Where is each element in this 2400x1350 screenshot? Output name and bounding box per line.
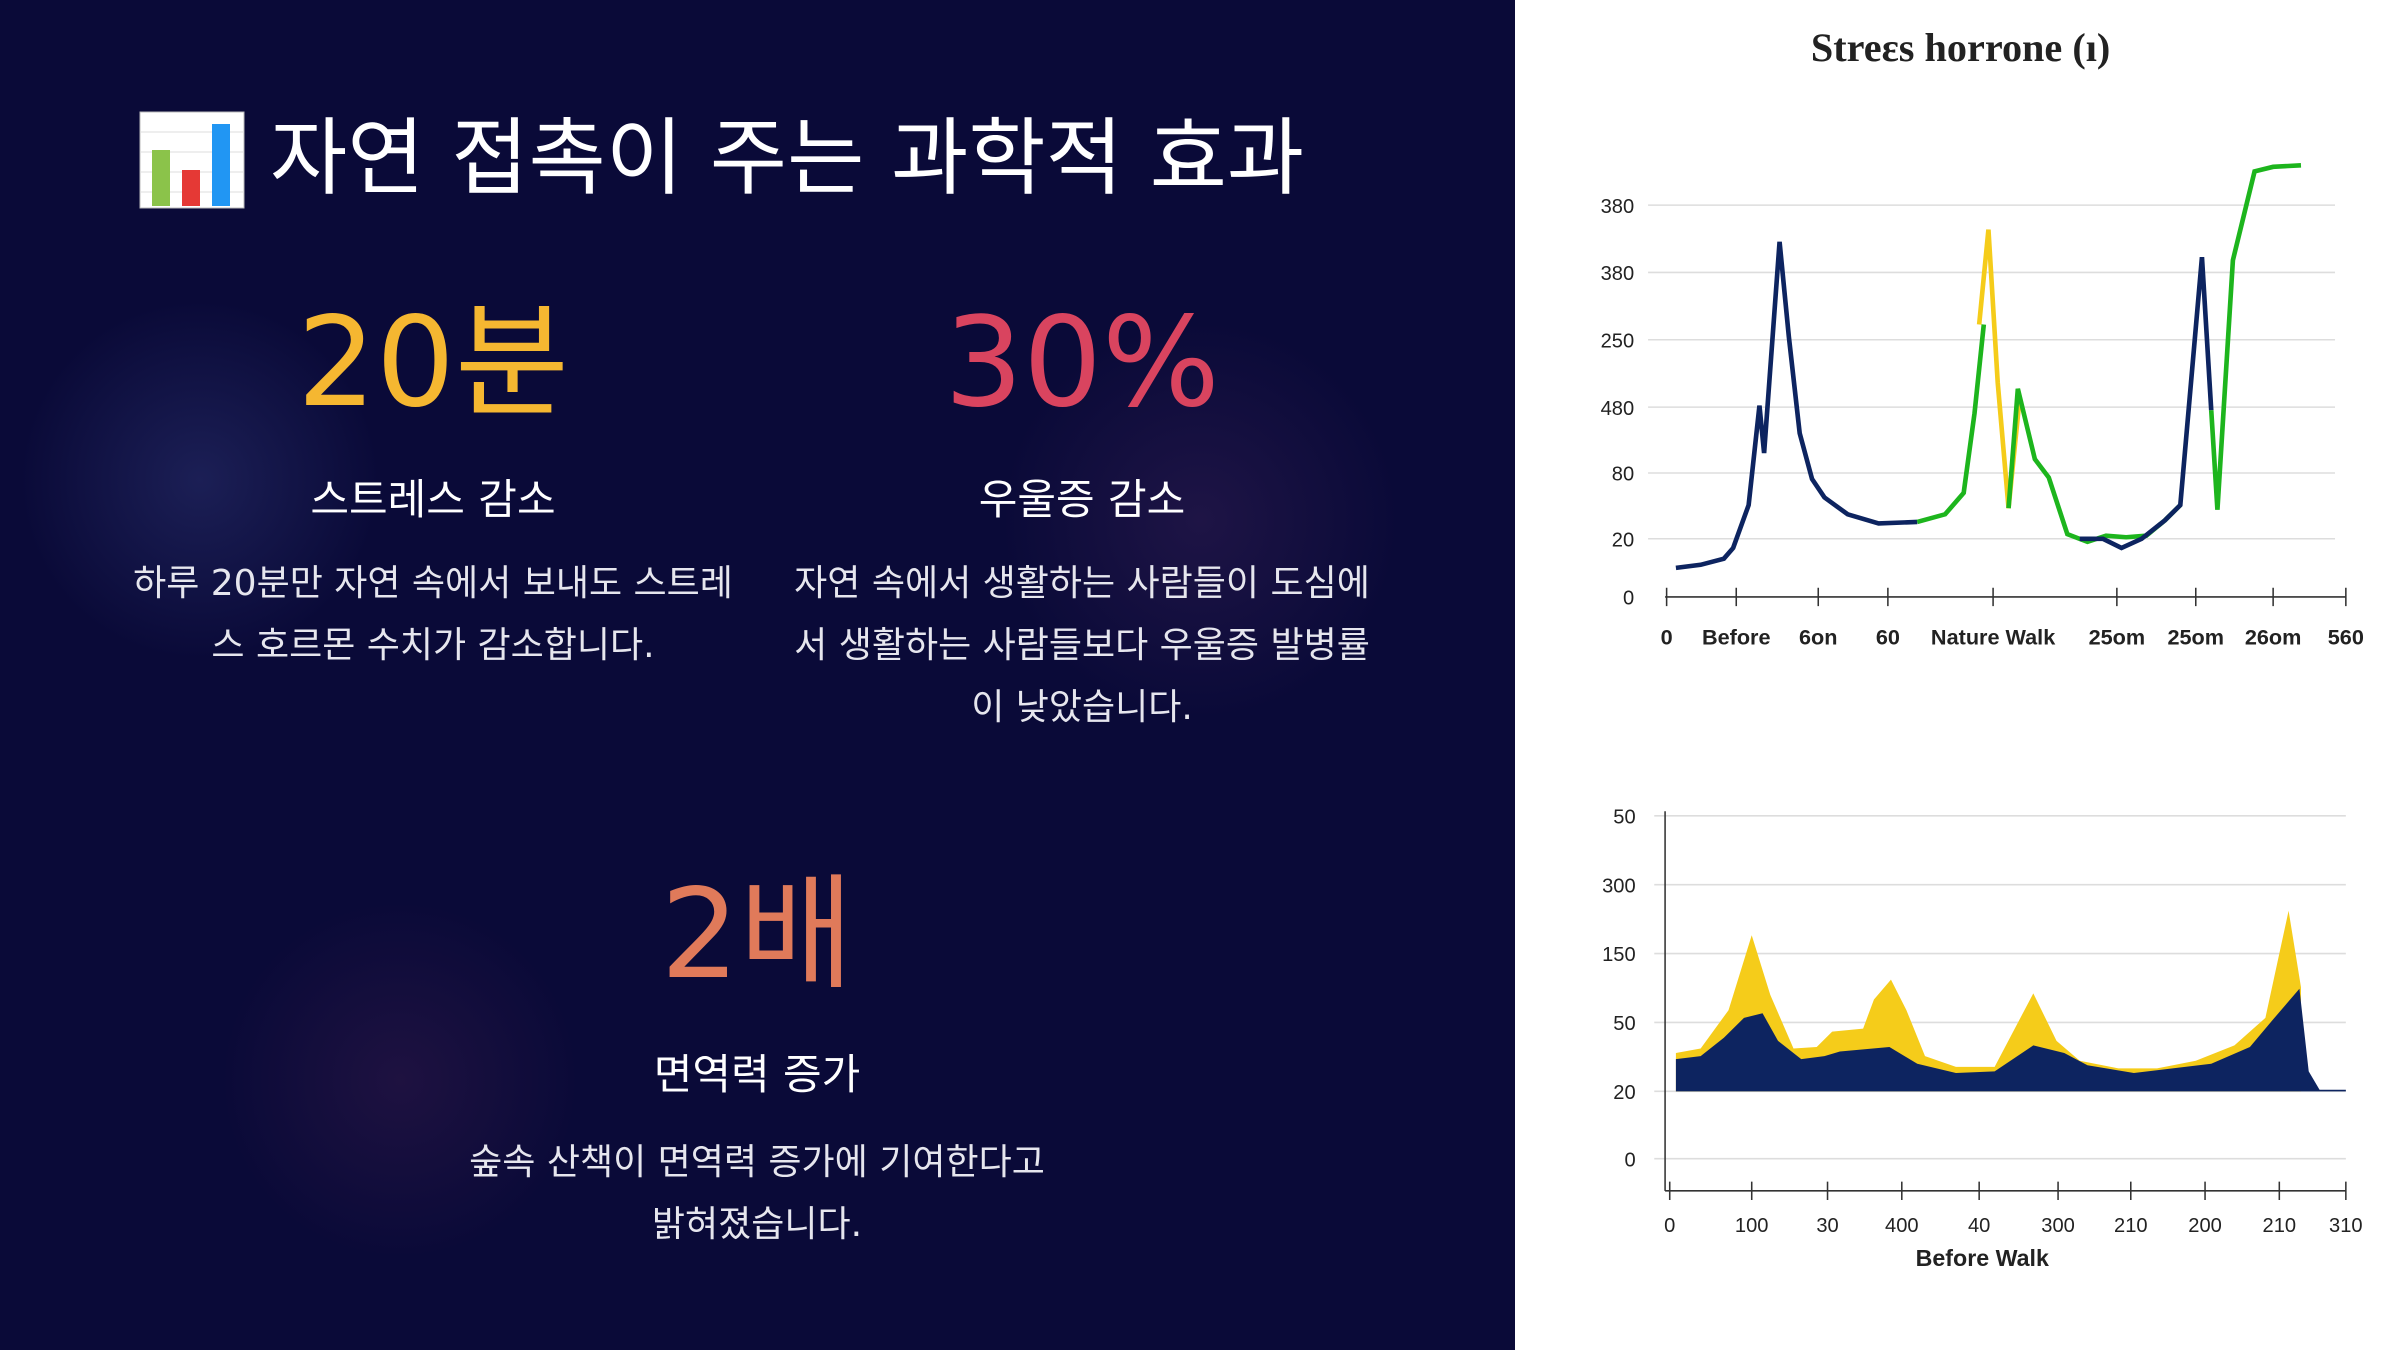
x-tick-label: 0 [1664,1215,1675,1237]
x-tick-label: 0 [1661,625,1673,649]
area [1675,910,2301,1092]
x-tick-label: 100 [1735,1215,1769,1237]
line [1916,324,1987,525]
x-tick-label: 25om [2167,625,2224,649]
figure-title: Streεs horrone (ı) [1811,25,2110,70]
stat-value: 20분 [297,291,569,435]
x-tick-label: 30 [1816,1215,1838,1237]
line [2079,256,2214,551]
line [1675,241,1918,571]
x-tick-label: 40 [1968,1215,1990,1237]
x-tick-label: 60 [1876,625,1900,649]
x-tick-label: 200 [2188,1215,2222,1237]
y-tick-label: 0 [1623,588,1634,610]
x-axis-title: Before Walk [1916,1245,2049,1271]
y-tick-label: 20 [1613,1082,1635,1104]
y-tick-label: 50 [1613,807,1635,829]
y-tick-label: 20 [1612,530,1634,552]
area [1675,988,2346,1092]
x-tick-label: 26om [2245,625,2302,649]
x-tick-label: 400 [1885,1215,1919,1237]
y-tick-label: 380 [1601,196,1635,218]
line [2006,388,2182,545]
x-tick-label: 25om [2089,625,2146,649]
x-tick-label: 6on [1799,625,1837,649]
y-tick-label: 380 [1601,263,1635,285]
stat-label: 우울증 감소 [978,475,1186,524]
y-tick-label: 250 [1601,331,1635,353]
slide: 자연 접촉이 주는 과학적 효과 20분 스트레스 감소 하루 20분만 자연 … [0,0,1515,1350]
chart-icon [139,111,245,209]
y-tick-label: 300 [1602,875,1636,897]
x-tick-label: 560 [2328,625,2364,649]
stat-label: 스트레스 감소 [310,475,556,524]
stat-description: 하루 20분만 자연 속에서 보내도 스트레스 호르몬 수치가 감소합니다. [133,563,733,666]
stat-value: 30% [944,291,1220,435]
x-tick-label: 300 [2041,1215,2075,1237]
stat-value: 2배 [660,863,854,1007]
figure: Streεs horrone (ı) Before Walk 380 380 250… [1601,25,2364,1271]
stat-description: 숲속 산책이 면역력 증가에 기여한다고 밝혀졌습니다. [469,1142,1045,1245]
x-tick-label: 210 [2263,1215,2297,1237]
y-tick-label: 480 [1601,398,1635,420]
figure-panel: Streεs horrone (ı) Before Walk 380 380 250… [1515,0,2400,1350]
x-tick-label: Before [1702,625,1771,649]
x-tick-label: 310 [2329,1215,2363,1237]
line [2208,163,2302,510]
x-tick-label: 210 [2114,1215,2148,1237]
y-tick-label: 50 [1613,1013,1635,1035]
slide-title: 자연 접촉이 주는 과학적 효과 [270,109,1305,207]
y-tick-label: 80 [1612,464,1634,486]
y-tick-label: 150 [1602,944,1636,966]
y-tick-label: 0 [1624,1149,1635,1171]
stat-label: 면역력 증가 [653,1050,861,1099]
x-tick-label: Nature Walk [1931,625,2055,649]
stat-description: 자연 속에서 생활하는 사람들이 도심에서 생활하는 사람들보다 우울증 발병률… [794,563,1370,728]
